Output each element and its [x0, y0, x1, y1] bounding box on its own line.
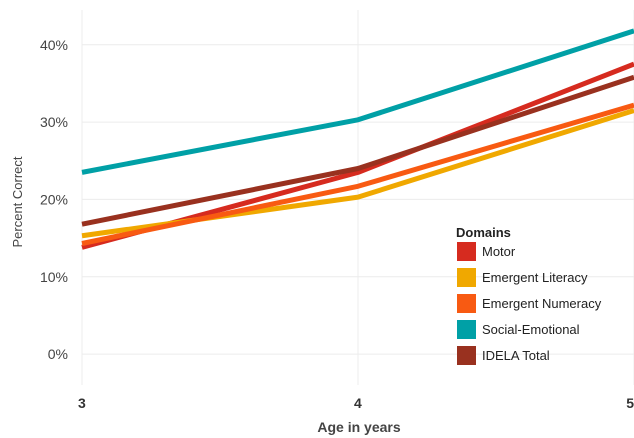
legend-label: Social-Emotional: [482, 322, 580, 337]
series-line-emergent-numeracy: [81, 102, 634, 246]
legend-swatch: [457, 268, 476, 287]
series-line-idela-total: [81, 74, 634, 227]
y-axis-title: Percent Correct: [10, 156, 25, 247]
legend-swatch: [457, 242, 476, 261]
legend-swatch: [457, 320, 476, 339]
legend-label: Motor: [482, 244, 516, 259]
legend-swatch: [457, 294, 476, 313]
x-tick-label: 5: [626, 395, 634, 411]
y-tick-label: 0%: [48, 346, 68, 362]
x-axis: 3 4 5: [78, 395, 634, 411]
legend-swatch: [457, 346, 476, 365]
x-axis-title: Age in years: [317, 419, 400, 435]
series-line-social-emotional: [81, 28, 634, 175]
y-tick-label: 30%: [40, 114, 68, 130]
y-axis: 0% 10% 20% 30% 40%: [40, 37, 68, 362]
legend-label: IDELA Total: [482, 348, 550, 363]
legend: Domains Motor Emergent Literacy Emergent N…: [456, 225, 602, 365]
y-tick-label: 10%: [40, 269, 68, 285]
y-tick-label: 40%: [40, 37, 68, 53]
x-tick-label: 3: [78, 395, 86, 411]
legend-title: Domains: [456, 225, 511, 240]
x-tick-label: 4: [354, 395, 362, 411]
legend-label: Emergent Numeracy: [482, 296, 602, 311]
y-tick-label: 20%: [40, 191, 68, 207]
legend-label: Emergent Literacy: [482, 270, 588, 285]
series-lines: [81, 28, 634, 250]
